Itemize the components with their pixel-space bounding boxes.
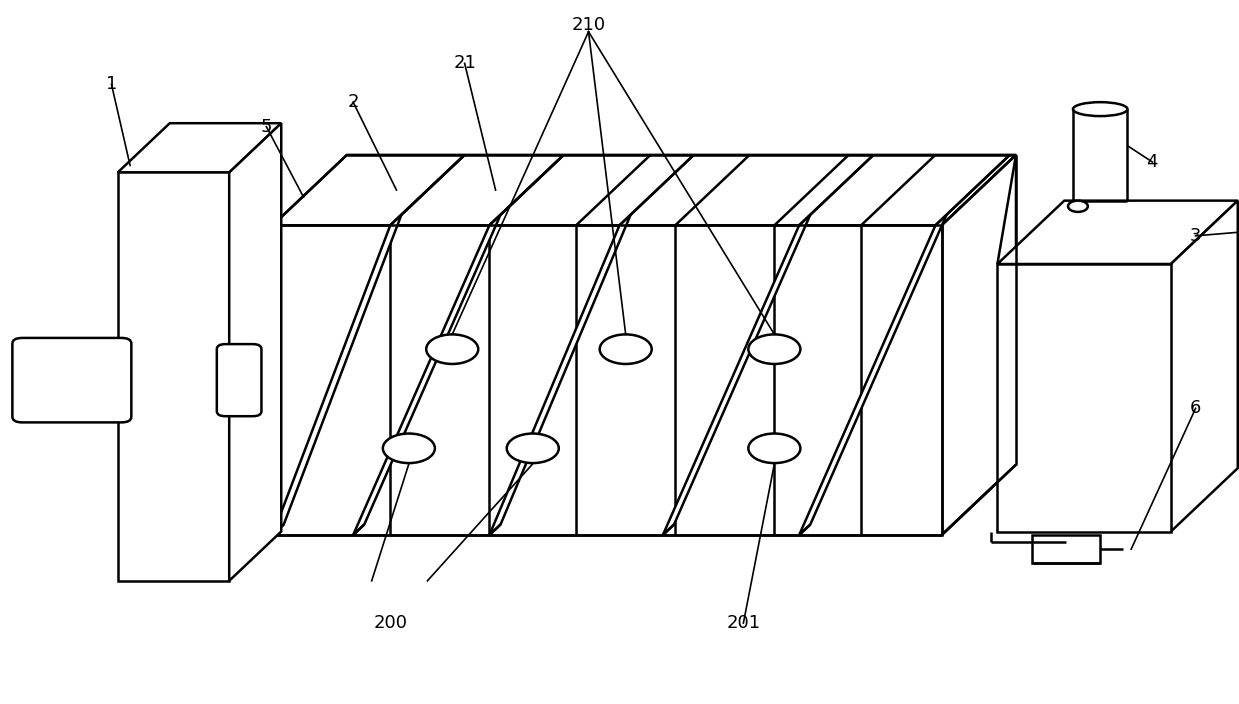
Text: 210: 210 [571,15,606,34]
Polygon shape [118,123,281,172]
Polygon shape [273,215,401,535]
Circle shape [426,334,478,364]
FancyBboxPatch shape [217,344,261,416]
Circle shape [748,334,800,364]
Text: 2: 2 [347,93,359,111]
Text: 6: 6 [1189,399,1202,417]
Text: 3: 3 [1189,227,1202,245]
Polygon shape [489,215,631,535]
Polygon shape [663,215,810,535]
Circle shape [748,434,800,463]
Text: 5: 5 [260,118,273,136]
Bar [1032,535,1100,563]
Text: 4: 4 [1146,153,1158,171]
Circle shape [600,334,652,364]
Polygon shape [273,155,1016,225]
Polygon shape [997,201,1238,264]
Polygon shape [942,155,1016,535]
Bar [118,172,229,581]
Text: 200: 200 [373,614,408,632]
Polygon shape [229,123,281,581]
Ellipse shape [1073,102,1127,116]
Polygon shape [1171,201,1238,532]
Circle shape [383,434,435,463]
Text: 1: 1 [105,75,118,94]
Polygon shape [799,215,947,535]
Bar [273,225,942,535]
Text: 21: 21 [453,54,476,73]
FancyBboxPatch shape [12,338,131,422]
Circle shape [507,434,559,463]
Circle shape [1068,201,1088,212]
Text: 201: 201 [726,614,761,632]
Polygon shape [353,215,501,535]
Bar [997,264,1171,532]
